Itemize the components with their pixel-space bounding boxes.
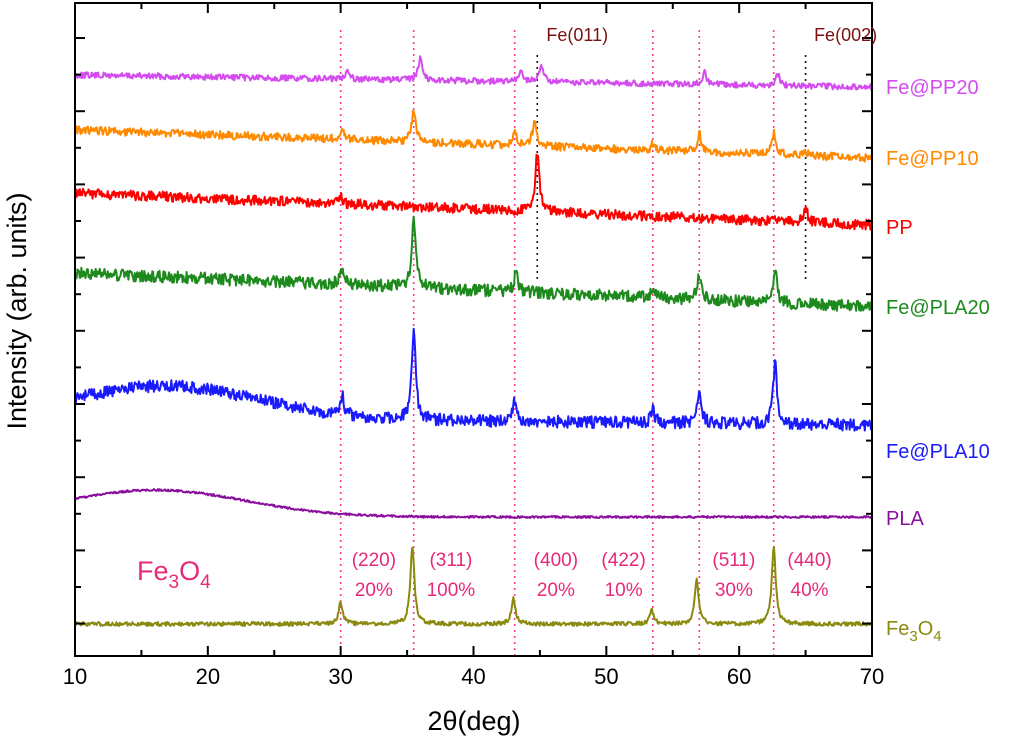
x-tick-label: 50 <box>594 664 618 689</box>
x-tick-label: 70 <box>860 664 884 689</box>
hkl-label: (311) <box>429 550 472 571</box>
series-line-pla <box>74 488 873 519</box>
hkl-label: (422) <box>601 550 645 571</box>
series-lines <box>74 55 873 627</box>
series-label: PP <box>886 217 913 239</box>
chart-labels: Fe@PP20 Fe@PP10 PP Fe@PLA20 Fe@PLA10 PLA Fe3O4… <box>137 25 990 645</box>
series-label: Fe@PLA20 <box>886 297 990 319</box>
hkl-intensity-label: 40% <box>791 580 829 601</box>
fe-reference-label: Fe(002) <box>814 25 877 45</box>
series-label: Fe3O4 <box>886 618 942 645</box>
series-label: PLA <box>886 508 924 530</box>
hkl-intensity-label: 30% <box>715 580 753 601</box>
x-axis-title: 2θ(deg) <box>427 706 520 736</box>
y-axis-title: Intensity (arb. units) <box>2 192 32 429</box>
hkl-intensity-label: 20% <box>537 580 575 601</box>
series-line-fe-pp20 <box>74 55 873 91</box>
x-tick-label: 40 <box>461 664 485 689</box>
x-tick-label: 30 <box>328 664 352 689</box>
hkl-label: (220) <box>352 550 396 571</box>
axis-ticks: 10 20 30 40 50 60 70 <box>63 3 884 689</box>
hkl-intensity-label: 100% <box>427 580 476 601</box>
inset-title: Fe3O4 <box>137 556 211 593</box>
hkl-label: (440) <box>787 550 831 571</box>
hkl-intensity-label: 20% <box>355 580 393 601</box>
series-label: Fe@PLA10 <box>886 441 990 463</box>
fe-reference-label: Fe(011) <box>546 25 608 45</box>
hkl-intensity-label: 10% <box>605 580 643 601</box>
x-tick-label: 60 <box>727 664 751 689</box>
series-line-fe-pla20 <box>74 215 873 312</box>
series-label: Fe@PP20 <box>886 77 979 99</box>
hkl-label: (400) <box>534 550 578 571</box>
series-line-fe-pp10 <box>74 109 873 163</box>
series-line-fe-pla10 <box>74 327 873 432</box>
series-line-fe3o4 <box>74 545 873 627</box>
series-label: Fe@PP10 <box>886 148 979 170</box>
x-tick-label: 10 <box>63 664 87 689</box>
x-tick-label: 20 <box>196 664 220 689</box>
series-line-pp <box>74 153 873 231</box>
hkl-label: (511) <box>712 550 755 571</box>
